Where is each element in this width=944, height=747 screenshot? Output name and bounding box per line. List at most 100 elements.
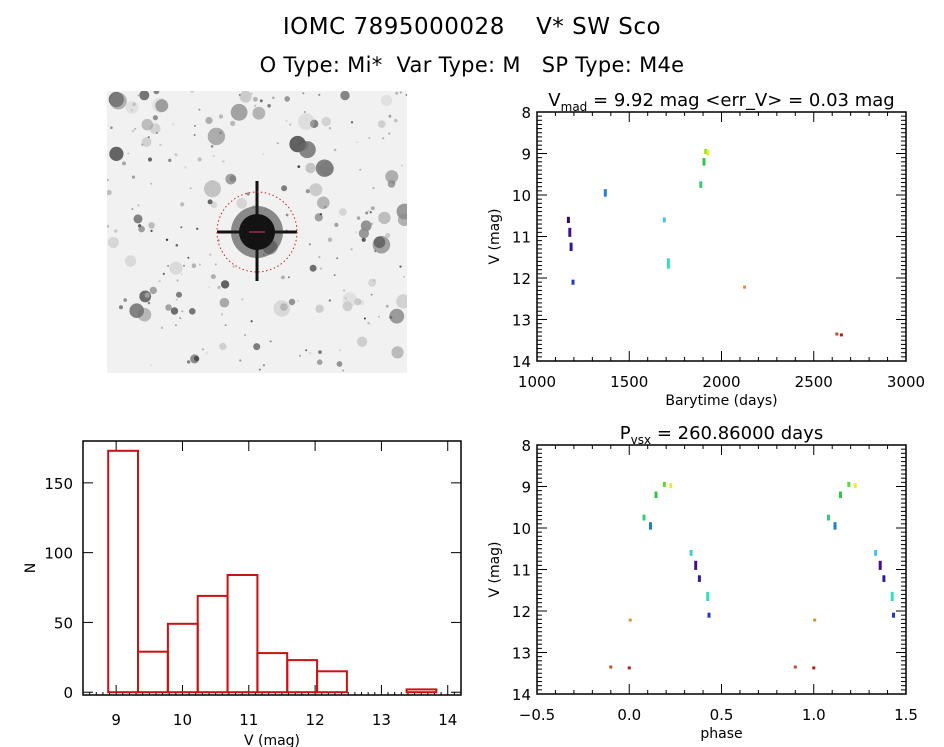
- star: [250, 320, 253, 323]
- star: [149, 286, 157, 295]
- star: [119, 305, 123, 310]
- star: [241, 298, 244, 301]
- star: [165, 238, 169, 241]
- star: [368, 137, 371, 140]
- data-point: [603, 189, 607, 197]
- star: [403, 275, 406, 278]
- y-tick-label: 150: [44, 475, 73, 493]
- star: [160, 326, 164, 329]
- data-point: [878, 560, 882, 570]
- star: [367, 209, 370, 212]
- data-point: [649, 522, 652, 530]
- star: [219, 342, 227, 351]
- star: [158, 279, 161, 283]
- star: [262, 364, 266, 367]
- object-title: IOMC 7895000028 V* SW Sco: [282, 14, 662, 40]
- star: [210, 201, 218, 209]
- data-point: [662, 481, 666, 487]
- data-point: [662, 217, 666, 223]
- star: [309, 264, 317, 272]
- star: [114, 229, 118, 233]
- star: [396, 294, 407, 309]
- star: [221, 313, 223, 315]
- star: [267, 104, 271, 108]
- star: [385, 170, 399, 184]
- star: [309, 352, 312, 355]
- star: [356, 216, 361, 220]
- star: [138, 225, 145, 233]
- star: [355, 231, 357, 234]
- star: [107, 189, 112, 196]
- histogram-bar: [107, 449, 139, 694]
- star: [334, 222, 339, 227]
- star: [310, 119, 319, 128]
- star: [189, 308, 196, 315]
- star: [297, 165, 301, 168]
- histogram-bar: [316, 670, 348, 694]
- star: [391, 346, 404, 359]
- y-tick-label: 50: [54, 614, 73, 632]
- star: [327, 237, 333, 242]
- star: [246, 192, 250, 196]
- star: [401, 164, 404, 167]
- star: [259, 99, 263, 103]
- star: [377, 315, 380, 318]
- star: [316, 359, 323, 366]
- star: [387, 180, 396, 188]
- x-tick-label: 3000: [887, 373, 925, 391]
- star: [354, 298, 362, 306]
- star: [328, 127, 332, 130]
- star: [262, 153, 265, 155]
- star: [176, 291, 182, 298]
- x-tick-label: 1.5: [894, 706, 918, 724]
- x-tick-label: 1500: [610, 373, 648, 391]
- star: [350, 248, 353, 251]
- star: [107, 236, 119, 249]
- y-tick-label: 13: [512, 312, 531, 330]
- y-tick-label: 11: [512, 562, 531, 580]
- star: [239, 359, 242, 362]
- x-tick-label: 2500: [795, 373, 833, 391]
- star: [171, 123, 175, 126]
- star-field-image: [107, 91, 407, 373]
- star: [179, 317, 182, 320]
- star: [298, 141, 316, 159]
- star: [324, 205, 327, 209]
- y-tick-label: 100: [44, 545, 73, 563]
- star: [368, 278, 377, 287]
- star: [230, 120, 236, 126]
- star: [122, 161, 126, 166]
- star: [288, 298, 296, 306]
- star: [333, 274, 336, 277]
- data-point: [706, 591, 710, 601]
- data-point: [628, 618, 632, 622]
- star: [308, 243, 311, 246]
- star: [167, 264, 170, 267]
- star: [189, 187, 192, 190]
- x-tick-label: 2000: [702, 373, 740, 391]
- star: [162, 272, 165, 275]
- star: [150, 229, 153, 233]
- star: [109, 146, 124, 161]
- star: [371, 222, 374, 225]
- star: [365, 211, 369, 215]
- star: [176, 279, 179, 282]
- y-tick-label: 8: [521, 437, 531, 455]
- star: [131, 129, 135, 133]
- star: [147, 157, 153, 162]
- star: [342, 292, 357, 307]
- histogram-frame: [82, 440, 462, 696]
- star: [342, 301, 353, 312]
- star: [359, 168, 362, 171]
- star: [399, 265, 402, 268]
- star: [305, 349, 308, 352]
- data-point: [694, 560, 698, 570]
- y-tick-label: 12: [512, 603, 531, 621]
- star: [280, 303, 288, 311]
- star: [159, 143, 162, 147]
- star: [258, 368, 261, 371]
- x-tick-label: 0.5: [710, 706, 734, 724]
- data-point: [835, 332, 839, 336]
- star: [153, 91, 160, 95]
